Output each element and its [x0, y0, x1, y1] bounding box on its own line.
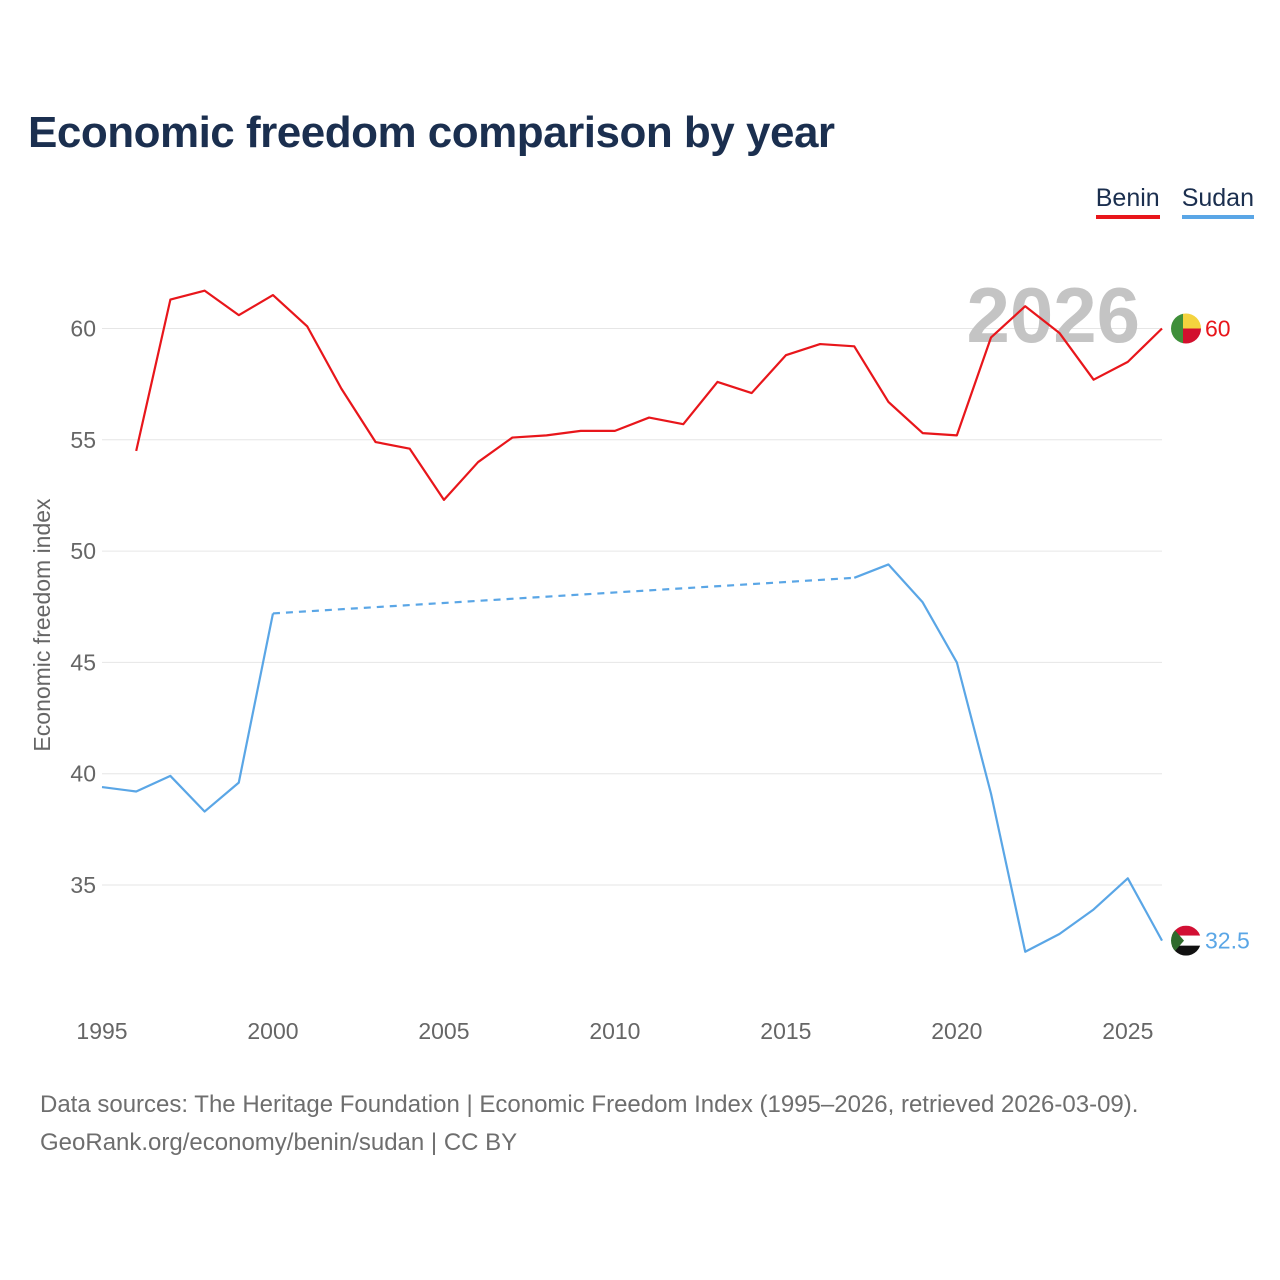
series-line-sudan-0: [101, 613, 275, 813]
y-tick-label-35: 35: [70, 872, 96, 898]
series-gap-line-sudan-0: [272, 576, 855, 615]
y-tick-label-60: 60: [70, 316, 96, 342]
series-line-benin-0: [135, 289, 1163, 502]
source-note: Data sources: The Heritage Foundation | …: [40, 1091, 1139, 1118]
x-tick-label-1995: 1995: [76, 1018, 127, 1044]
legend: Benin Sudan: [1095, 184, 1254, 219]
end-value-label-benin: 60: [1205, 316, 1231, 342]
y-tick-label-40: 40: [70, 761, 96, 787]
chart-title: Economic freedom comparison by year: [28, 108, 835, 157]
y-tick-label-55: 55: [70, 427, 96, 453]
y-axis-label: Economic freedom index: [29, 498, 55, 752]
x-tick-label-2005: 2005: [418, 1018, 469, 1044]
footer: Data sources: The Heritage Foundation | …: [40, 1086, 1138, 1162]
benin-flag-icon: [1171, 313, 1201, 344]
x-tick-label-2020: 2020: [931, 1018, 982, 1044]
legend-item-sudan[interactable]: Sudan: [1181, 184, 1254, 219]
attribution-link[interactable]: GeoRank.org/economy/benin/sudan | CC BY: [40, 1129, 518, 1156]
sudan-flag-icon: [1171, 925, 1201, 956]
series-sudan: 32.5: [101, 563, 1250, 956]
x-tick-label-2010: 2010: [589, 1018, 640, 1044]
legend-item-benin[interactable]: Benin: [1095, 184, 1160, 219]
x-tick-label-2000: 2000: [247, 1018, 298, 1044]
x-tick-label-2025: 2025: [1102, 1018, 1153, 1044]
series-benin: 60: [135, 289, 1231, 502]
line-chart: 35 40 45 50 55 60 1995 2000 2005 2010 2015 2020 2025…: [29, 271, 1250, 1044]
year-watermark: 2026: [966, 271, 1140, 359]
end-value-label-sudan: 32.5: [1205, 928, 1250, 954]
y-tick-label-50: 50: [70, 538, 96, 564]
y-tick-label-45: 45: [70, 649, 96, 675]
series-line-sudan-1: [853, 563, 1163, 953]
x-tick-label-2015: 2015: [760, 1018, 811, 1044]
